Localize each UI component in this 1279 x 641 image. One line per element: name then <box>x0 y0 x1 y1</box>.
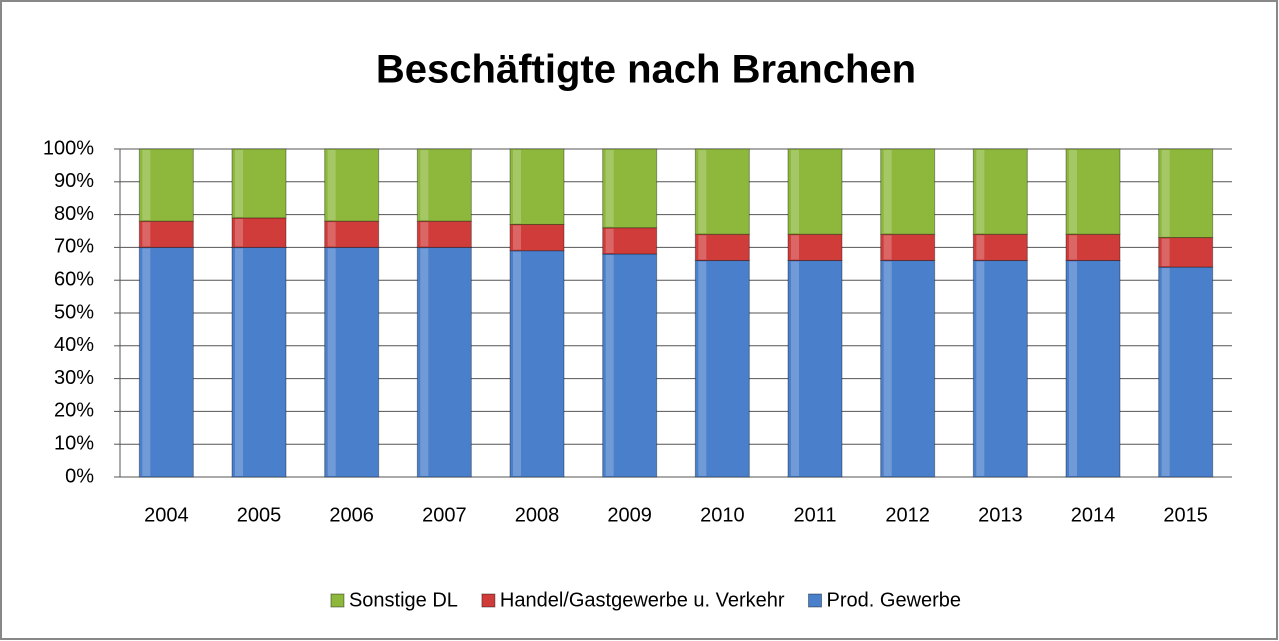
y-tick-label: 0% <box>65 465 94 487</box>
x-tick-label: 2008 <box>515 504 560 526</box>
y-tick-label: 50% <box>54 301 94 323</box>
bar-segment <box>138 246 194 478</box>
legend-swatch <box>481 593 496 608</box>
bar-shine <box>883 261 892 476</box>
bar-shine <box>976 235 985 260</box>
legend-swatch <box>808 593 823 608</box>
legend-swatch <box>330 593 345 608</box>
y-tick-label: 90% <box>54 170 94 192</box>
bar-shine <box>142 248 151 476</box>
bar-shine <box>420 222 429 247</box>
bar-segment <box>787 148 843 235</box>
bar-segment <box>880 148 936 235</box>
bar-segment <box>1065 260 1121 478</box>
chart-title: Beschäftigte nach Branchen <box>376 48 916 92</box>
bar-segment <box>509 148 565 225</box>
x-tick-label: 2006 <box>329 504 374 526</box>
x-tick-label: 2011 <box>793 504 836 526</box>
bar-shine <box>420 248 429 476</box>
x-tick-label: 2007 <box>422 504 467 526</box>
bar-segment <box>1065 233 1121 262</box>
bar-segment <box>1158 237 1214 268</box>
y-tick-label: 100% <box>43 137 94 159</box>
y-tick-label: 20% <box>54 400 94 422</box>
y-tick-label: 10% <box>54 432 94 454</box>
bar-shine <box>791 150 799 234</box>
bar-shine <box>976 261 985 476</box>
bar-shine <box>976 150 985 234</box>
bar-shine <box>698 235 707 260</box>
x-tick-label: 2013 <box>978 504 1023 526</box>
bar-shine <box>513 251 521 476</box>
bar-shine <box>327 248 336 476</box>
x-tick-label: 2004 <box>144 504 189 526</box>
y-tick-label: 30% <box>54 367 94 389</box>
bar-segment <box>880 260 936 478</box>
x-tick-label: 2005 <box>237 504 282 526</box>
bar-shine <box>142 150 151 221</box>
bar-shine <box>698 261 707 476</box>
bar-segment <box>416 148 472 222</box>
bar-shine <box>235 150 243 217</box>
bar-shine <box>513 150 521 224</box>
x-tick-label: 2014 <box>1071 504 1116 526</box>
bar-shine <box>1161 238 1170 267</box>
legend-label: Sonstige DL <box>349 589 458 611</box>
bar-segment <box>602 253 658 478</box>
bar-segment <box>694 148 750 235</box>
bar-shine <box>1069 235 1077 260</box>
bar-segment <box>231 148 287 219</box>
bar-segment <box>602 148 658 229</box>
bar-segment <box>509 250 565 478</box>
bar-shine <box>1069 261 1077 476</box>
bar-shine <box>1161 150 1170 237</box>
bar-shine <box>327 150 336 221</box>
bar-shine <box>883 235 892 260</box>
bar-shine <box>605 150 614 227</box>
bar-shine <box>1069 150 1077 234</box>
x-tick-label: 2009 <box>607 504 652 526</box>
x-tick-label: 2012 <box>885 504 930 526</box>
y-tick-label: 70% <box>54 236 94 258</box>
bar-shine <box>513 225 521 250</box>
x-tick-label: 2010 <box>700 504 745 526</box>
bar-segment <box>1158 266 1214 478</box>
bar-shine <box>1161 268 1170 476</box>
legend-label: Prod. Gewerbe <box>827 589 962 611</box>
bar-segment <box>1158 148 1214 239</box>
bar-segment <box>694 260 750 478</box>
legend-label: Handel/Gastgewerbe u. Verkehr <box>500 589 785 611</box>
y-tick-label: 80% <box>54 203 94 225</box>
bar-shine <box>791 261 799 476</box>
bar-shine <box>791 235 799 260</box>
bar-segment <box>972 233 1028 262</box>
bar-segment <box>509 223 565 252</box>
bar-shine <box>420 150 429 221</box>
bar-shine <box>327 222 336 247</box>
x-tick-label: 2015 <box>1163 504 1208 526</box>
y-tick-label: 60% <box>54 268 94 290</box>
bar-segment <box>787 233 843 262</box>
bar-shine <box>605 228 614 253</box>
bar-shine <box>142 222 151 247</box>
bar-segment <box>324 246 380 478</box>
bar-shine <box>235 218 243 247</box>
bar-segment <box>231 246 287 478</box>
bar-shine <box>605 254 614 476</box>
bar-segment <box>416 220 472 248</box>
bar-segment <box>972 260 1028 478</box>
bar-segment <box>324 220 380 248</box>
bar-segment <box>324 148 380 222</box>
bar-segment <box>138 148 194 222</box>
bar-shine <box>883 150 892 234</box>
bar-shine <box>698 150 707 234</box>
bar-segment <box>1065 148 1121 235</box>
y-tick-label: 40% <box>54 334 94 356</box>
bar-segment <box>972 148 1028 235</box>
bar-shine <box>235 248 243 476</box>
